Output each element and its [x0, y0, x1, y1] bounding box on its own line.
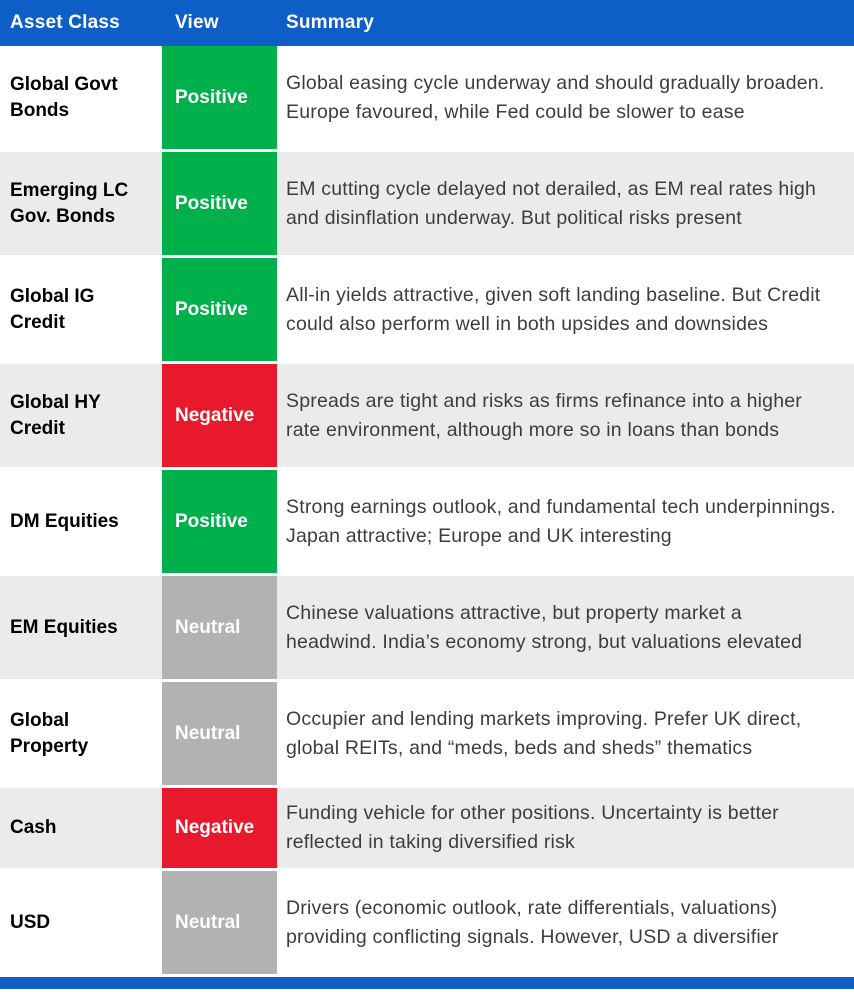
- summary-cell: Spreads are tight and risks as firms ref…: [277, 364, 854, 467]
- header-view: View: [175, 12, 219, 33]
- asset-class-cell: EM Equities: [0, 576, 162, 679]
- view-badge: Positive: [162, 46, 277, 149]
- table-row-usd: USD Neutral Drivers (economic outlook, r…: [0, 871, 854, 977]
- table-row-global-hy-credit: Global HY Credit Negative Spreads are ti…: [0, 364, 854, 470]
- asset-class-label: Emerging LC Gov. Bonds: [10, 179, 129, 227]
- header-summary: Summary: [286, 12, 374, 33]
- summary-text: Chinese valuations attractive, but prope…: [286, 601, 803, 653]
- table-row-global-property: Global Property Neutral Occupier and len…: [0, 682, 854, 788]
- view-label: Neutral: [175, 616, 241, 638]
- asset-class-cell: Global IG Credit: [0, 258, 162, 361]
- summary-cell: Global easing cycle underway and should …: [277, 46, 854, 149]
- asset-class-cell: USD: [0, 871, 162, 974]
- summary-text: Occupier and lending markets improving. …: [286, 707, 802, 759]
- asset-class-label: Global Govt Bonds: [10, 73, 118, 121]
- asset-class-label: Cash: [10, 817, 57, 839]
- summary-cell: Occupier and lending markets improving. …: [277, 682, 854, 785]
- asset-class-cell: Cash: [0, 788, 162, 868]
- view-badge: Neutral: [162, 682, 277, 785]
- summary-text: EM cutting cycle delayed not derailed, a…: [286, 177, 817, 229]
- summary-text: Strong earnings outlook, and fundamental…: [286, 495, 836, 547]
- asset-class-cell: Emerging LC Gov. Bonds: [0, 152, 162, 255]
- asset-class-cell: DM Equities: [0, 470, 162, 573]
- view-label: Positive: [175, 298, 248, 320]
- view-badge: Negative: [162, 364, 277, 467]
- summary-text: All-in yields attractive, given soft lan…: [286, 283, 821, 335]
- table-row-cash: Cash Negative Funding vehicle for other …: [0, 788, 854, 871]
- asset-class-label: Global Property: [10, 709, 89, 757]
- view-badge: Positive: [162, 258, 277, 361]
- view-badge: Neutral: [162, 871, 277, 974]
- bottom-accent-bar: [0, 977, 854, 989]
- table-row-dm-equities: DM Equities Positive Strong earnings out…: [0, 470, 854, 576]
- asset-class-label: Global IG Credit: [10, 285, 95, 333]
- asset-class-label: EM Equities: [10, 616, 118, 638]
- summary-text: Funding vehicle for other positions. Unc…: [286, 802, 779, 853]
- view-label: Positive: [175, 192, 248, 214]
- view-label: Negative: [175, 404, 255, 426]
- header-asset-class: Asset Class: [10, 12, 120, 33]
- summary-text: Spreads are tight and risks as firms ref…: [286, 389, 803, 441]
- asset-class-cell: Global Property: [0, 682, 162, 785]
- summary-cell: Chinese valuations attractive, but prope…: [277, 576, 854, 679]
- view-badge: Negative: [162, 788, 277, 868]
- table-row-global-govt-bonds: Global Govt Bonds Positive Global easing…: [0, 46, 854, 152]
- table-row-em-equities: EM Equities Neutral Chinese valuations a…: [0, 576, 854, 682]
- table-header-row: Asset Class View Summary: [0, 0, 854, 46]
- summary-cell: EM cutting cycle delayed not derailed, a…: [277, 152, 854, 255]
- view-label: Neutral: [175, 722, 241, 744]
- summary-text: Global easing cycle underway and should …: [286, 71, 825, 123]
- table-row-emerging-lc-gov-bonds: Emerging LC Gov. Bonds Positive EM cutti…: [0, 152, 854, 258]
- summary-cell: Drivers (economic outlook, rate differen…: [277, 871, 854, 974]
- summary-text: Drivers (economic outlook, rate differen…: [286, 896, 779, 948]
- asset-class-cell: Global Govt Bonds: [0, 46, 162, 149]
- summary-cell: All-in yields attractive, given soft lan…: [277, 258, 854, 361]
- view-label: Positive: [175, 86, 248, 108]
- summary-cell: Funding vehicle for other positions. Unc…: [277, 788, 854, 868]
- table-row-global-ig-credit: Global IG Credit Positive All-in yields …: [0, 258, 854, 364]
- asset-class-label: DM Equities: [10, 510, 119, 532]
- view-badge: Neutral: [162, 576, 277, 679]
- view-label: Neutral: [175, 911, 241, 933]
- view-label: Positive: [175, 510, 248, 532]
- view-label: Negative: [175, 817, 255, 838]
- view-badge: Positive: [162, 470, 277, 573]
- asset-class-label: Global HY Credit: [10, 391, 101, 439]
- asset-class-cell: Global HY Credit: [0, 364, 162, 467]
- asset-class-label: USD: [10, 911, 51, 933]
- view-badge: Positive: [162, 152, 277, 255]
- summary-cell: Strong earnings outlook, and fundamental…: [277, 470, 854, 573]
